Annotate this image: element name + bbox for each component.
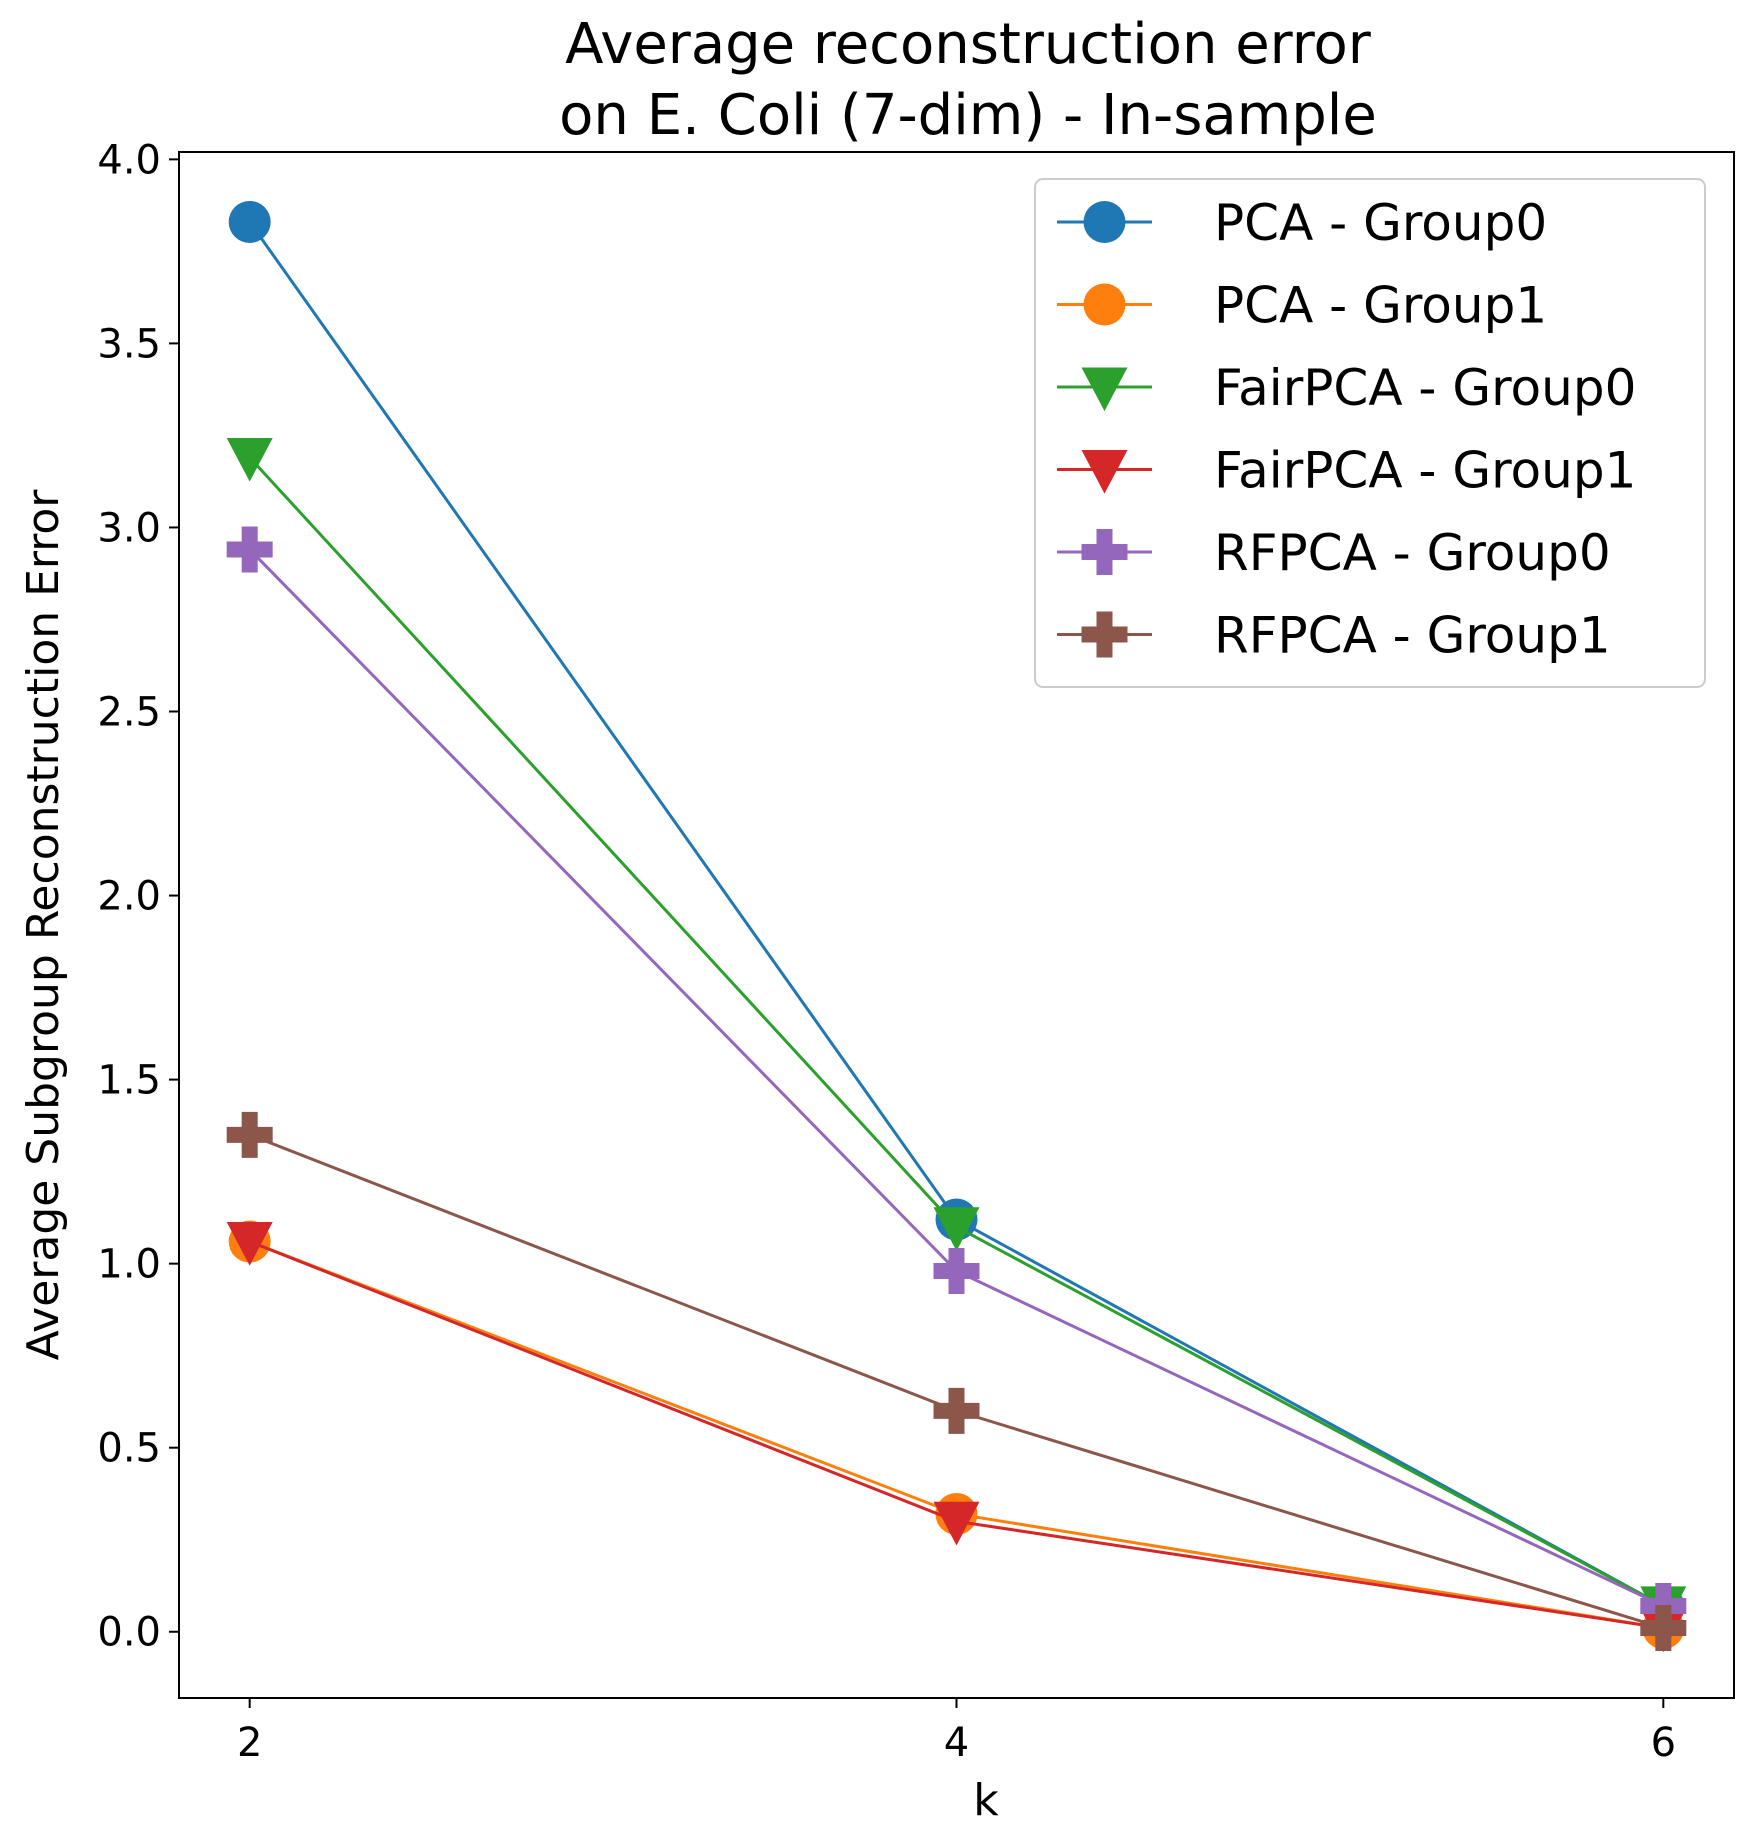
legend-item-fairpca-group1: FairPCA - Group1 — [1057, 442, 1636, 500]
legend-label: RFPCA - Group0 — [1214, 524, 1611, 582]
legend: PCA - Group0 PCA - Group1 FairPCA - Group0… — [1034, 178, 1706, 688]
chart-title-line-2: on E. Coli (7-dim) - In-sample — [559, 83, 1377, 148]
data-point-rfpca-group0 — [226, 526, 273, 573]
x-tick-label: 6 — [1651, 1720, 1676, 1766]
data-point-rfpca-group1 — [226, 1111, 273, 1158]
y-tick-label: 0.5 — [97, 1426, 161, 1472]
legend-marker-swatch — [1081, 611, 1128, 658]
legend-label: PCA - Group0 — [1214, 194, 1547, 252]
series-fairpca-group0 — [226, 437, 1687, 1631]
legend-marker-swatch — [1083, 283, 1126, 326]
legend-marker-swatch — [1081, 529, 1128, 575]
legend-item-pca-group1: PCA - Group1 — [1057, 277, 1547, 335]
x-tick-label: 2 — [237, 1720, 262, 1766]
y-tick-label: 4.0 — [97, 137, 161, 183]
x-tick-label: 4 — [944, 1720, 969, 1766]
y-tick-label: 2.0 — [97, 874, 161, 920]
y-tick-label: 1.0 — [97, 1242, 161, 1288]
y-axis: 0.0 0.5 1.0 1.5 2.0 2.5 3.0 3.5 4.0 — [97, 137, 179, 1656]
legend-item-rfpca-group1: RFPCA - Group1 — [1057, 607, 1611, 665]
data-point-pca-group0 — [228, 200, 271, 243]
data-point-rfpca-group0 — [933, 1248, 980, 1295]
data-point-rfpca-group1 — [933, 1387, 980, 1434]
legend-box — [1034, 178, 1706, 688]
chart-title-line-1: Average reconstruction error — [565, 12, 1372, 77]
data-point-fairpca-group0 — [933, 1207, 980, 1251]
series-layer — [226, 200, 1687, 1653]
legend-label: FairPCA - Group0 — [1214, 359, 1636, 417]
legend-marker-swatch — [1081, 449, 1128, 494]
y-tick-label: 1.5 — [97, 1058, 161, 1104]
y-tick-label: 2.5 — [97, 690, 161, 736]
series-rfpca-group1 — [226, 1111, 1687, 1652]
x-axis: 2 4 6 — [237, 1698, 1676, 1766]
legend-marker-swatch — [1081, 367, 1128, 412]
x-axis-label: k — [973, 1775, 999, 1826]
legend-label: FairPCA - Group1 — [1214, 442, 1636, 500]
legend-label: PCA - Group1 — [1214, 277, 1547, 335]
y-tick-label: 3.0 — [97, 505, 161, 551]
y-tick-label: 0.0 — [97, 1610, 161, 1656]
legend-item-rfpca-group0: RFPCA - Group0 — [1057, 524, 1611, 582]
data-point-rfpca-group1 — [1640, 1605, 1687, 1652]
data-point-fairpca-group0 — [226, 437, 273, 482]
y-axis-label: Average Subgroup Reconstruction Error — [18, 489, 69, 1361]
legend-label: RFPCA - Group1 — [1214, 607, 1611, 665]
legend-marker-swatch — [1083, 201, 1126, 243]
data-point-fairpca-group1 — [933, 1501, 980, 1546]
data-point-fairpca-group1 — [226, 1222, 273, 1266]
y-tick-label: 3.5 — [97, 321, 161, 367]
legend-item-pca-group0: PCA - Group0 — [1057, 194, 1547, 252]
legend-item-fairpca-group0: FairPCA - Group0 — [1057, 359, 1636, 417]
